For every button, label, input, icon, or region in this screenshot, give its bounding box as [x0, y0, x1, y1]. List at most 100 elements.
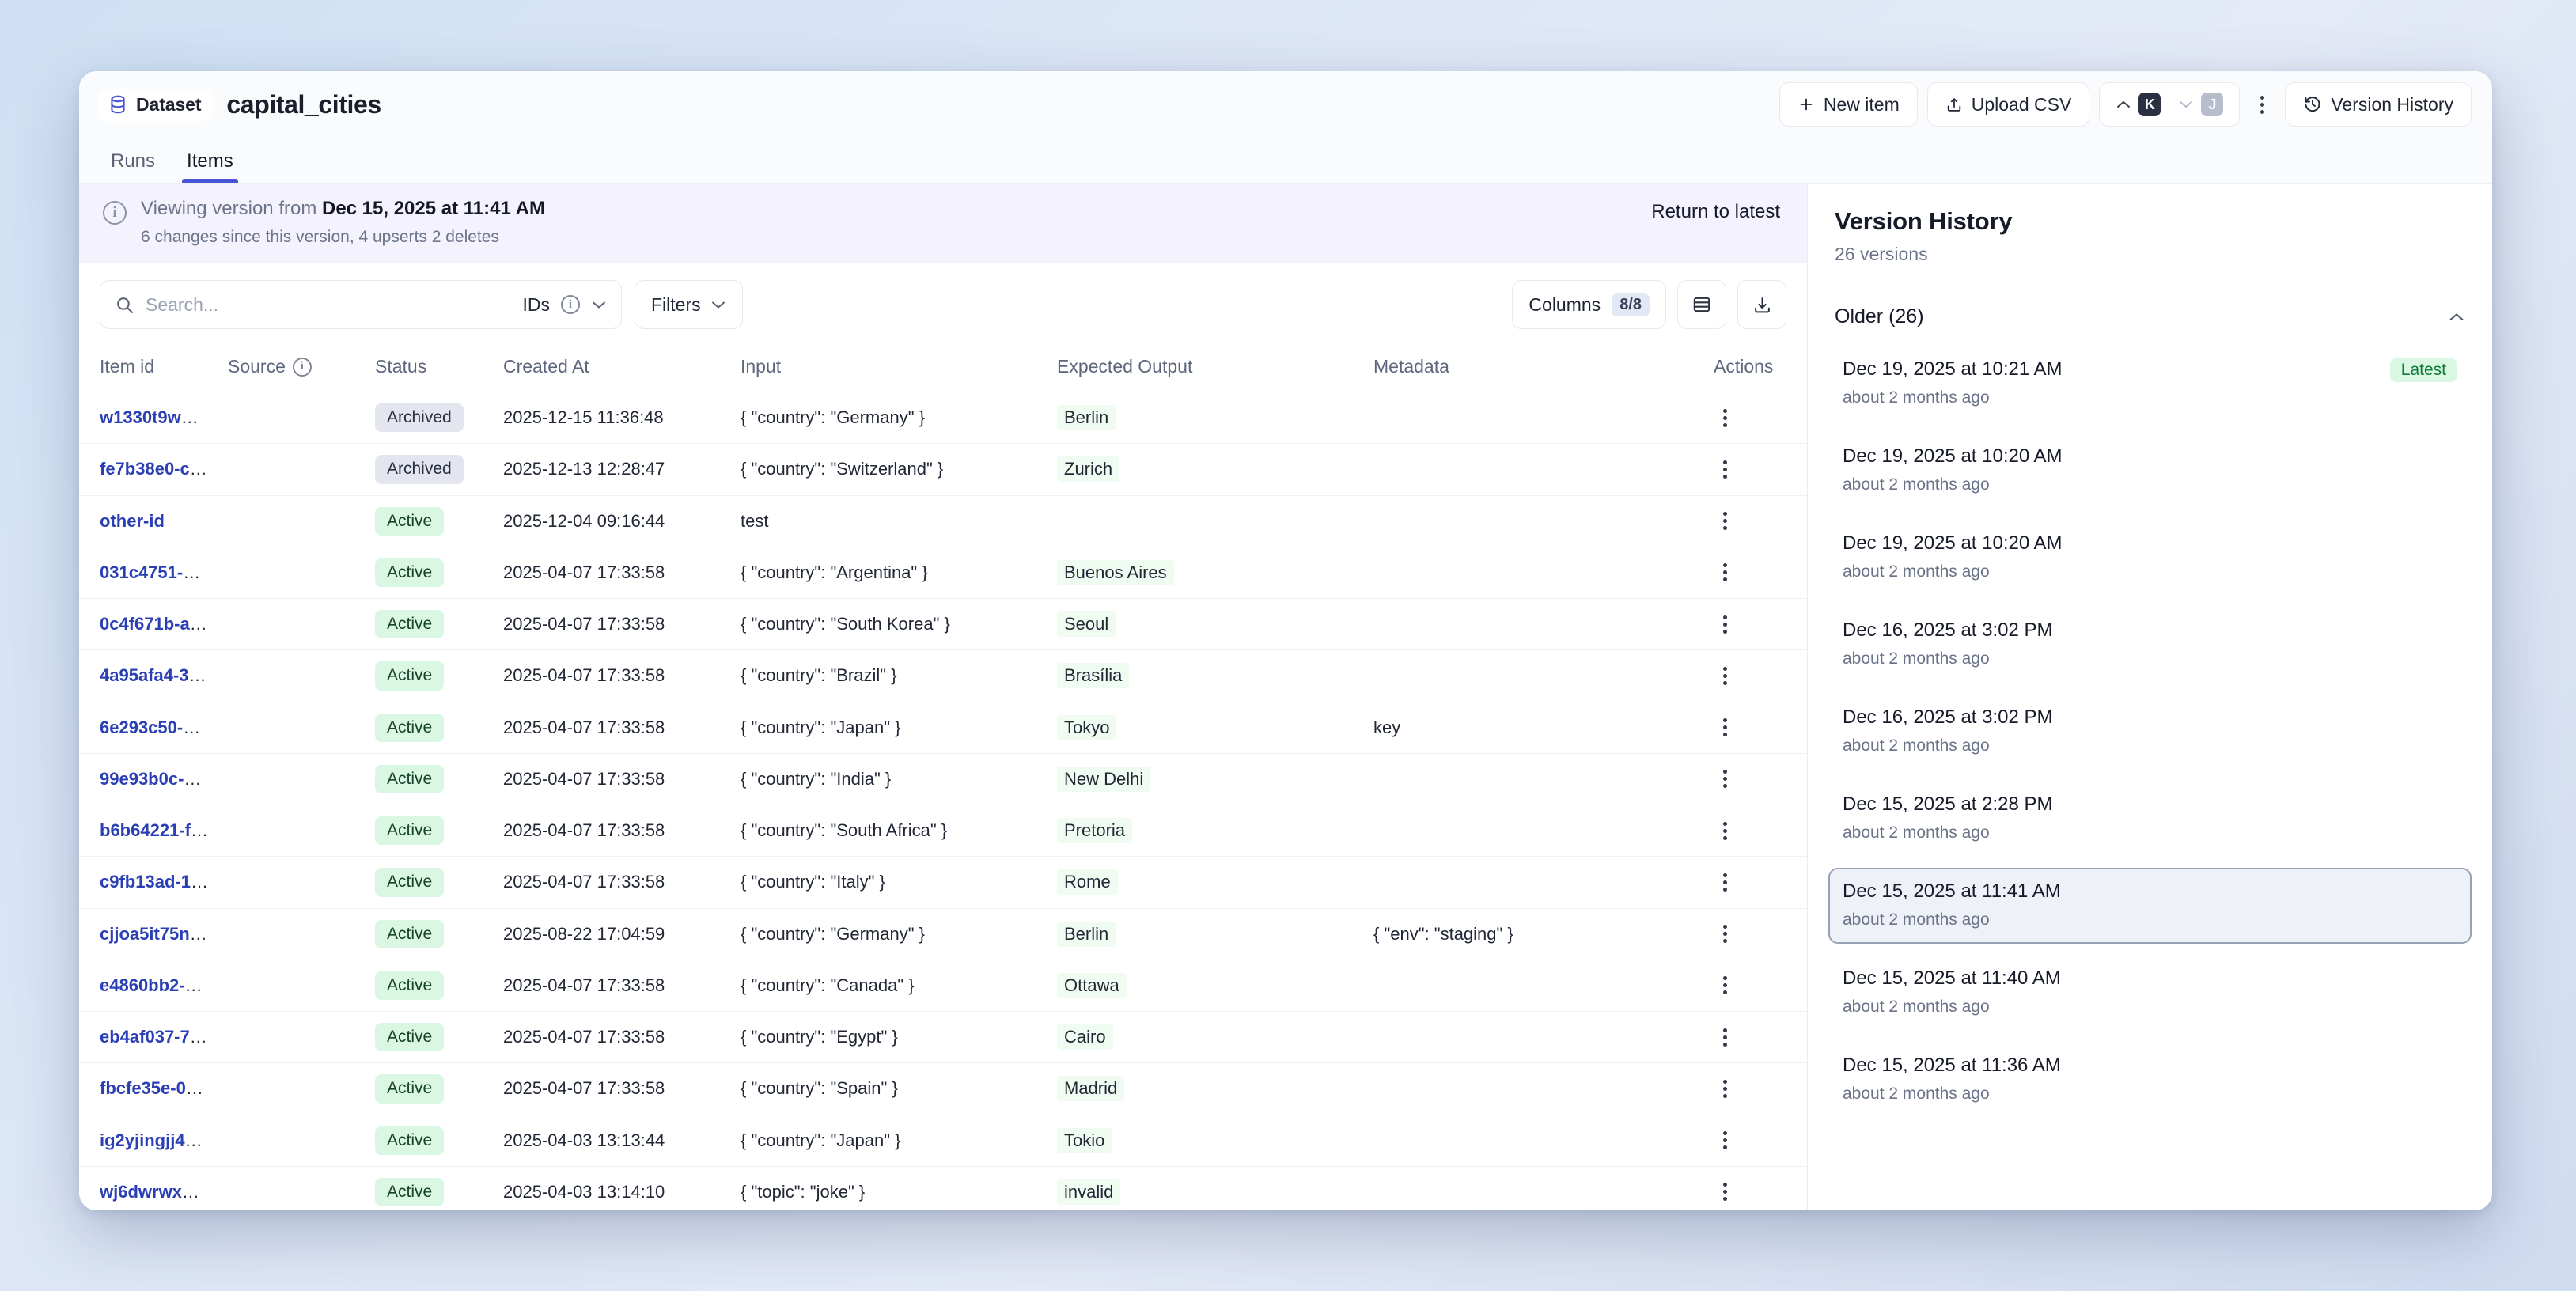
version-list-item[interactable]: Dec 19, 2025 at 10:20 AM about 2 months a… [1828, 433, 2472, 509]
row-actions-button[interactable] [1714, 925, 1736, 944]
item-id-link[interactable]: other-id [100, 510, 165, 531]
version-list-item[interactable]: Dec 15, 2025 at 11:36 AM about 2 months a… [1828, 1042, 2472, 1118]
upload-csv-button[interactable]: Upload CSV [1926, 82, 2090, 127]
table-row[interactable]: other-id Active 2025-12-04 09:16:44 test [79, 495, 1807, 547]
version-date: Dec 15, 2025 at 2:28 PM [1843, 793, 2053, 815]
ids-info-icon[interactable]: i [561, 295, 580, 314]
version-list-item[interactable]: Dec 16, 2025 at 3:02 PM about 2 months ag… [1828, 607, 2472, 683]
prev-shortcut-key: K [2138, 93, 2161, 116]
row-actions-button[interactable] [1714, 666, 1736, 685]
table-row[interactable]: c9fb13ad-18ff... Active 2025-04-07 17:33:5… [79, 856, 1807, 909]
item-id-link[interactable]: b6b64221-f9... [100, 820, 215, 841]
item-id-link[interactable]: ig2yjingjj4hql... [100, 1130, 218, 1150]
row-actions-button[interactable] [1714, 976, 1736, 995]
return-to-latest-button[interactable]: Return to latest [1651, 201, 1780, 222]
item-id-link[interactable]: eb4af037-791... [100, 1027, 218, 1047]
table-row[interactable]: w1330t9ww1a... Archived 2025-12-15 11:36:4… [79, 392, 1807, 445]
tab-items[interactable]: Items [174, 150, 246, 183]
table-row[interactable]: b6b64221-f9... Active 2025-04-07 17:33:58 {… [79, 805, 1807, 858]
item-id-link[interactable]: 0c4f671b-ac5... [100, 614, 218, 634]
table-row[interactable]: 99e93b0c-88... Active 2025-04-07 17:33:58 {… [79, 753, 1807, 806]
cell-status: Active [366, 495, 494, 547]
prev-item-button[interactable]: K [2109, 93, 2167, 116]
table-row[interactable]: 031c4751-13... Active 2025-04-07 17:33:58 {… [79, 547, 1807, 600]
row-actions-button[interactable] [1714, 821, 1736, 840]
table-row[interactable]: 0c4f671b-ac5... Active 2025-04-07 17:33:58… [79, 598, 1807, 651]
column-header-expected-output[interactable]: Expected Output [1047, 346, 1364, 392]
version-group-label: Older (26) [1835, 305, 1924, 327]
download-button[interactable] [1737, 280, 1786, 329]
version-list-item[interactable]: Dec 19, 2025 at 10:20 AM about 2 months a… [1828, 520, 2472, 596]
table-row[interactable]: eb4af037-791... Active 2025-04-07 17:33:58… [79, 1011, 1807, 1064]
dot [1722, 932, 1727, 937]
dot [1722, 1086, 1727, 1091]
item-id-link[interactable]: c9fb13ad-18ff... [100, 872, 218, 892]
item-id-link[interactable]: 99e93b0c-88... [100, 768, 218, 789]
item-id-link[interactable]: cjjoa5it75n3jr... [100, 923, 218, 944]
item-id-link[interactable]: fe7b38e0-ca4... [100, 459, 218, 479]
row-height-button[interactable] [1677, 280, 1726, 329]
row-actions-button[interactable] [1714, 1131, 1736, 1150]
row-actions-button[interactable] [1714, 718, 1736, 737]
table-row[interactable]: ig2yjingjj4hql... Active 2025-04-03 13:13:… [79, 1115, 1807, 1167]
source-info-icon[interactable]: i [292, 357, 312, 377]
cell-input: { "country": "South Korea" } [731, 598, 1047, 651]
ids-chevron-down-icon[interactable] [591, 300, 607, 310]
row-actions-button[interactable] [1714, 512, 1736, 531]
column-header-status[interactable]: Status [366, 346, 494, 392]
table-row[interactable]: e4860bb2-e4... Active 2025-04-07 17:33:58 {… [79, 960, 1807, 1013]
column-header-created-at[interactable]: Created At [494, 346, 731, 392]
item-id-link[interactable]: w1330t9ww1a... [100, 407, 218, 428]
version-history-button[interactable]: Version History [2285, 82, 2472, 127]
version-group-header[interactable]: Older (26) [1808, 286, 2492, 346]
item-id-link[interactable]: e4860bb2-e4... [100, 975, 218, 995]
columns-button[interactable]: Columns 8/8 [1512, 280, 1666, 329]
table-row[interactable]: 6e293c50-6b... Active 2025-04-07 17:33:58 {… [79, 702, 1807, 754]
item-id-link[interactable]: 031c4751-13... [100, 562, 218, 582]
row-actions-button[interactable] [1714, 460, 1736, 479]
table-row[interactable]: 4a95afa4-3b... Active 2025-04-07 17:33:58 {… [79, 649, 1807, 702]
chevron-up-icon[interactable] [2448, 312, 2465, 323]
status-badge: Active [375, 816, 445, 846]
column-header-input[interactable]: Input [731, 346, 1047, 392]
row-actions-button[interactable] [1714, 1079, 1736, 1098]
version-list-item[interactable]: Dec 19, 2025 at 10:21 AM about 2 months a… [1828, 346, 2472, 422]
item-id-link[interactable]: fbcfe35e-0c8... [100, 1078, 218, 1099]
item-id-link[interactable]: 4a95afa4-3b... [100, 665, 214, 686]
row-actions-button[interactable] [1714, 1028, 1736, 1047]
row-actions-button[interactable] [1714, 1183, 1736, 1202]
row-actions-button[interactable] [1714, 770, 1736, 789]
table-row[interactable]: fe7b38e0-ca4... Archived 2025-12-13 12:28:… [79, 443, 1807, 496]
column-header-item-id[interactable]: Item id [79, 346, 218, 392]
next-item-button[interactable]: J [2172, 93, 2229, 116]
row-actions-button[interactable] [1714, 408, 1736, 427]
item-id-link[interactable]: wj6dwrwxu6j... [100, 1181, 218, 1202]
new-item-button[interactable]: New item [1779, 82, 1918, 127]
dot [1722, 577, 1727, 582]
tab-runs[interactable]: Runs [111, 150, 156, 172]
version-relative-time: about 2 months ago [1843, 1085, 1990, 1103]
row-actions-button[interactable] [1714, 873, 1736, 892]
column-header-metadata[interactable]: Metadata [1364, 346, 1704, 392]
version-date: Dec 15, 2025 at 11:40 AM [1843, 967, 2061, 989]
row-actions-button[interactable] [1714, 563, 1736, 582]
column-header-source[interactable]: Source i [218, 346, 366, 392]
search-icon [115, 295, 134, 315]
table-row[interactable]: wj6dwrwxu6j... Active 2025-04-03 13:14:10 {… [79, 1166, 1807, 1210]
expected-output-value: Buenos Aires [1057, 559, 1174, 585]
version-list-item[interactable]: Dec 16, 2025 at 3:02 PM about 2 months ag… [1828, 694, 2472, 770]
row-actions-button[interactable] [1714, 615, 1736, 634]
item-id-link[interactable]: 6e293c50-6b... [100, 717, 218, 737]
version-list-item[interactable]: Dec 15, 2025 at 11:40 AM about 2 months a… [1828, 955, 2472, 1031]
search-field[interactable]: Search... IDs i [100, 280, 622, 329]
filters-button[interactable]: Filters [635, 280, 743, 329]
created-at-value: 2025-04-03 13:14:10 [503, 1181, 665, 1202]
table-row[interactable]: cjjoa5it75n3jr... Active 2025-08-22 17:04:… [79, 908, 1807, 960]
table-row[interactable]: fbcfe35e-0c8... Active 2025-04-07 17:33:58… [79, 1062, 1807, 1115]
more-options-button[interactable] [2249, 95, 2275, 114]
cell-expected-output: Tokio [1047, 1115, 1364, 1167]
columns-count-badge: 8/8 [1612, 293, 1650, 316]
version-list-item[interactable]: Dec 15, 2025 at 11:41 AM about 2 months a… [1828, 868, 2472, 944]
search-input[interactable]: Search... [146, 293, 219, 315]
version-list-item[interactable]: Dec 15, 2025 at 2:28 PM about 2 months ag… [1828, 781, 2472, 857]
